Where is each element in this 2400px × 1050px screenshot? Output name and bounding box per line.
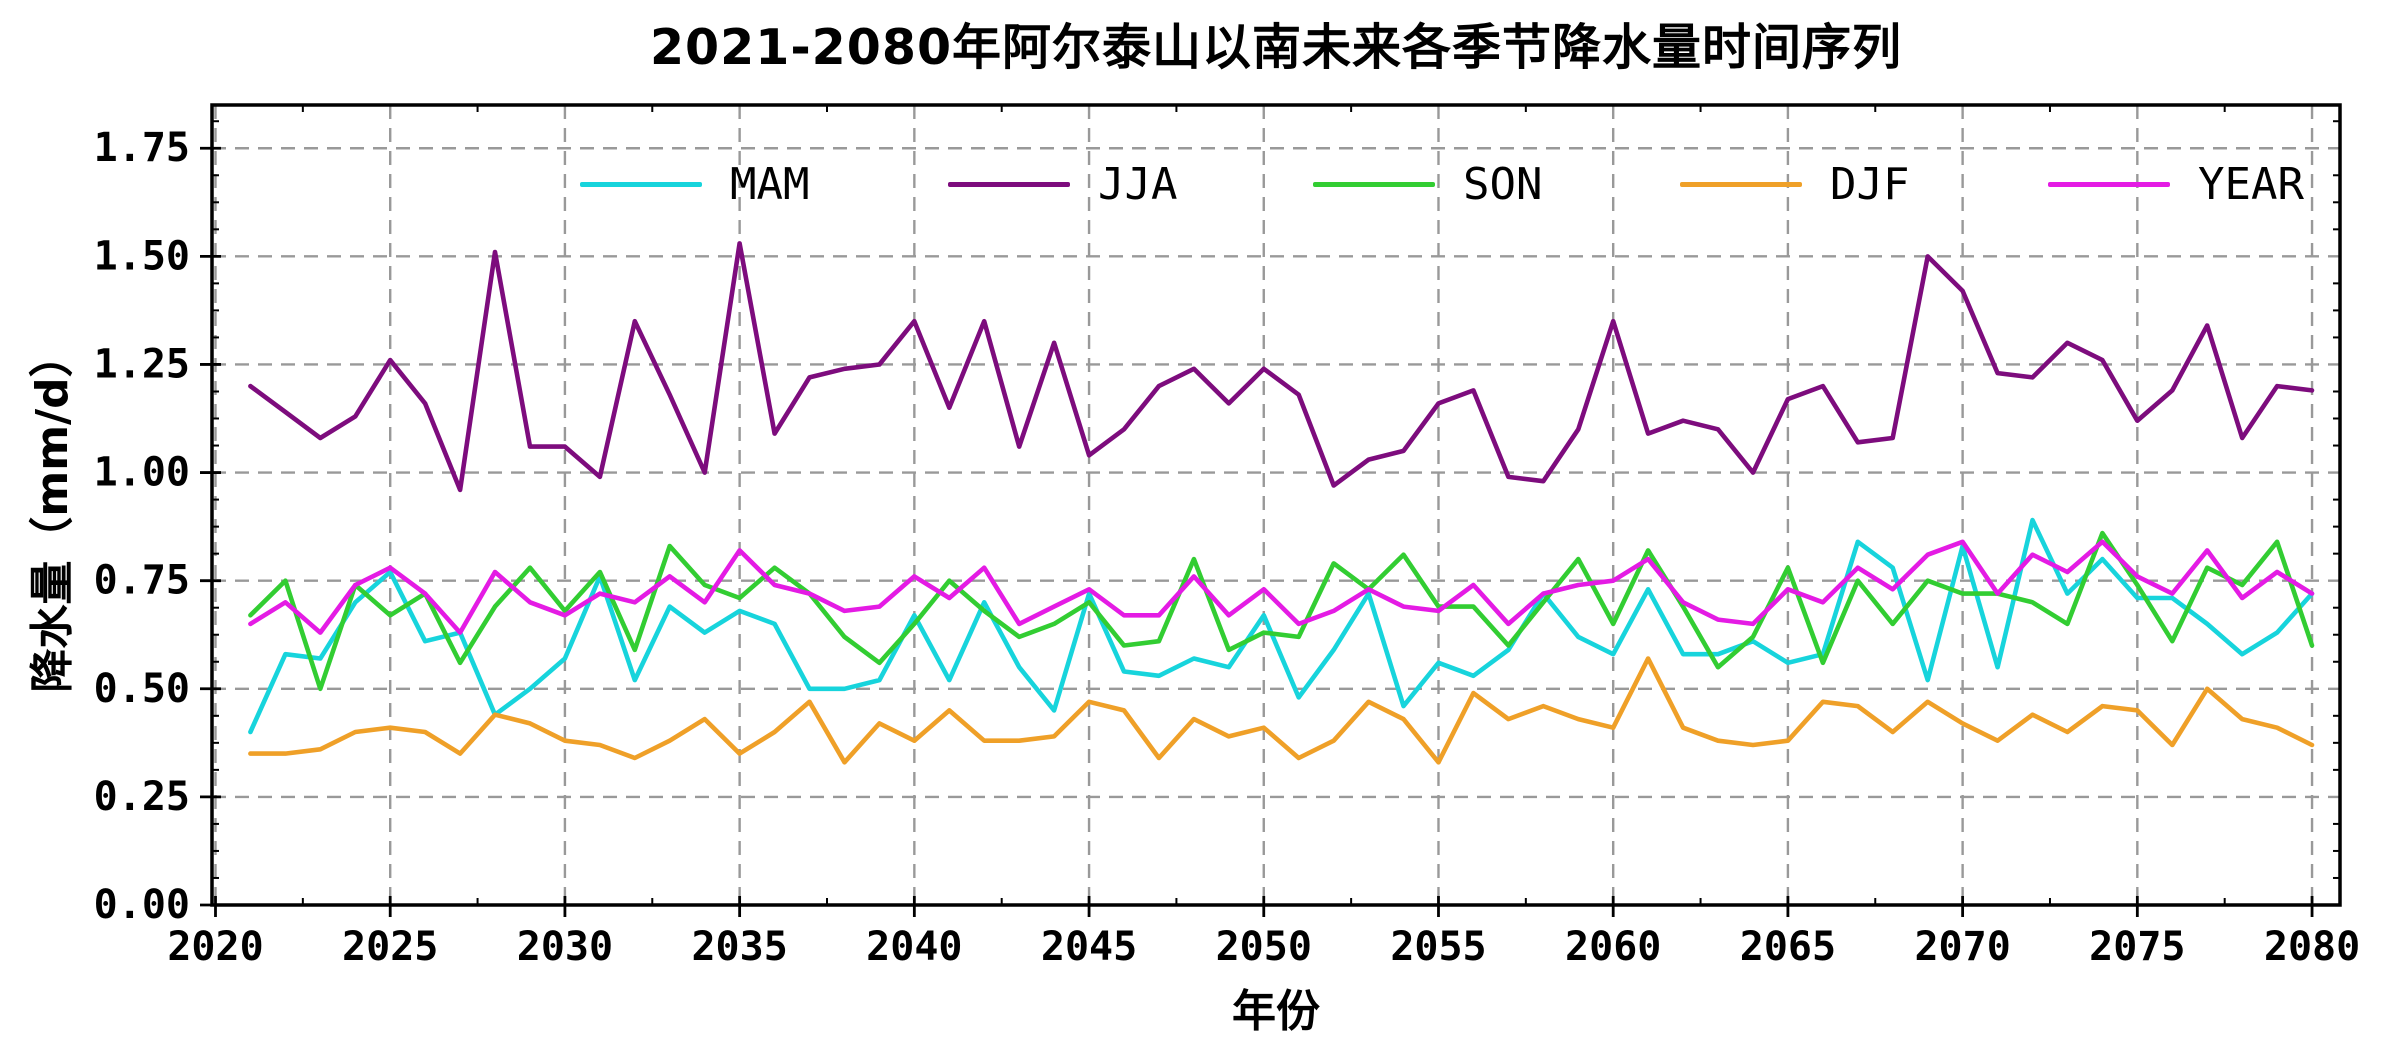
y-axis-title: 降水量（mm/d）: [27, 333, 78, 693]
y-tick-label: 0.50: [94, 666, 190, 712]
legend-item-DJF: DJF: [1680, 158, 1909, 210]
series-line-SON: [248, 530, 2315, 692]
y-tick-label: 1.00: [94, 450, 190, 496]
legend-label: YEAR: [2198, 158, 2304, 210]
y-tick-label: 0.25: [94, 774, 190, 820]
y-tick-label: 0.00: [94, 882, 190, 928]
legend-swatch-DJF: [1680, 181, 1802, 187]
legend-label: SON: [1463, 158, 1543, 210]
x-tick-label: 2045: [1041, 924, 1137, 970]
plot-frame: [210, 103, 2342, 907]
y-tick-label: 1.25: [94, 341, 190, 387]
legend-item-JJA: JJA: [948, 158, 1177, 210]
series-line-MAM: [248, 517, 2315, 735]
legend-swatch-YEAR: [2048, 181, 2170, 187]
legend-swatch-SON: [1313, 181, 1435, 187]
x-tick-label: 2020: [167, 924, 263, 970]
x-tick-label: 2040: [866, 924, 962, 970]
x-axis-title: 年份: [1232, 986, 1320, 1037]
legend-label: JJA: [1098, 158, 1178, 210]
x-tick-label: 2060: [1565, 924, 1661, 970]
chart-title: 2021-2080年阿尔泰山以南未来各季节降水量时间序列: [649, 19, 1903, 76]
legend-item-MAM: MAM: [580, 158, 809, 210]
y-tick-label: 1.50: [94, 233, 190, 279]
x-tick-label: 2025: [342, 924, 438, 970]
x-tick-label: 2035: [691, 924, 787, 970]
x-tick-label: 2055: [1390, 924, 1486, 970]
x-tick-label: 2075: [2089, 924, 2185, 970]
x-tick-label: 2080: [2264, 924, 2360, 970]
legend-item-SON: SON: [1313, 158, 1542, 210]
x-tick-label: 2070: [1914, 924, 2010, 970]
y-tick-label: 0.75: [94, 558, 190, 604]
legend-swatch-MAM: [580, 181, 702, 187]
x-tick-label: 2050: [1216, 924, 1312, 970]
legend-label: DJF: [1830, 158, 1910, 210]
series-line-DJF: [248, 656, 2315, 765]
legend-label: MAM: [730, 158, 810, 210]
x-tick-label: 2065: [1740, 924, 1836, 970]
legend-item-YEAR: YEAR: [2048, 158, 2304, 210]
series-line-YEAR: [248, 539, 2315, 635]
series-line-JJA: [248, 241, 2315, 493]
x-tick-label: 2030: [517, 924, 613, 970]
legend-swatch-JJA: [948, 181, 1070, 187]
y-tick-label: 1.75: [94, 125, 190, 171]
